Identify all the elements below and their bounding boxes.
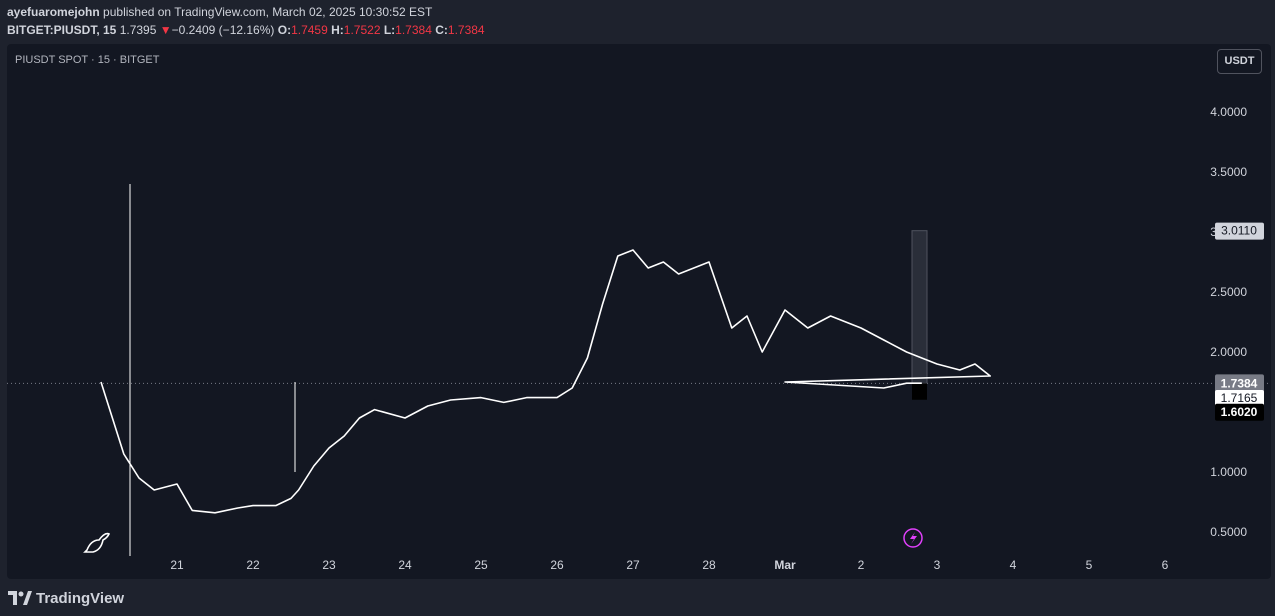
x-tick-label: 25 xyxy=(474,558,488,572)
x-tick-label: 5 xyxy=(1086,558,1093,572)
x-tick-label: 23 xyxy=(322,558,336,572)
close-label: C: xyxy=(435,23,448,37)
lightning-icon xyxy=(903,528,923,548)
range-shade-low xyxy=(912,383,927,400)
dino-icon xyxy=(83,532,111,553)
x-tick-label: 27 xyxy=(626,558,640,572)
x-tick-label: 2 xyxy=(858,558,865,572)
footer: TradingView xyxy=(0,580,1275,616)
price-chart[interactable]: 4.00003.50003.00002.50002.00001.00000.50… xyxy=(7,44,1271,579)
x-tick-label: 4 xyxy=(1010,558,1017,572)
price-label-top: 3.0110 xyxy=(1221,224,1257,238)
x-tick-label: 24 xyxy=(398,558,412,572)
open-label: O: xyxy=(277,23,292,37)
y-tick-label: 2.5000 xyxy=(1210,285,1247,299)
high-label: H: xyxy=(331,23,344,37)
chart-pane[interactable]: 4.00003.50003.00002.50002.00001.00000.50… xyxy=(7,44,1271,579)
price-label-low: 1.6020 xyxy=(1221,405,1258,419)
price-label-mid-bg xyxy=(1215,390,1264,408)
y-tick-label: 2.0000 xyxy=(1210,345,1247,359)
x-tick-label: 6 xyxy=(1162,558,1169,572)
price-label-current: 1.7384 xyxy=(1221,376,1258,390)
currency-button[interactable]: USDT xyxy=(1217,49,1262,74)
low-value: 1.7384 xyxy=(395,23,432,37)
price-label-mid: 1.7165 xyxy=(1221,391,1258,405)
range-shade xyxy=(911,230,928,384)
high-value: 1.7522 xyxy=(343,23,381,37)
x-tick-label: 3 xyxy=(934,558,941,572)
x-tick-label: 21 xyxy=(170,558,184,572)
published-text: published on TradingView.com, March 02, … xyxy=(103,5,433,19)
price-label-low-bg xyxy=(1215,403,1264,421)
y-tick-label: 0.5000 xyxy=(1210,525,1247,539)
header: ayefuaromejohn published on TradingView.… xyxy=(0,0,1275,44)
last-price: 1.7395 xyxy=(119,23,157,37)
tradingview-logo-icon xyxy=(8,591,32,605)
price-change: −0.2409 (−12.16%) xyxy=(171,23,275,37)
chart-title: PIUSDT SPOT · 15 · BITGET xyxy=(15,54,160,66)
price-series-line xyxy=(100,249,991,514)
publish-line: ayefuaromejohn published on TradingView.… xyxy=(7,5,432,19)
close-value: 1.7384 xyxy=(447,23,485,37)
y-tick-label: 4.0000 xyxy=(1210,105,1247,119)
x-tick-label: 22 xyxy=(246,558,260,572)
open-value: 1.7459 xyxy=(291,23,328,37)
x-tick-label: 28 xyxy=(702,558,716,572)
low-label: L: xyxy=(383,23,396,37)
down-arrow-icon: ▼ xyxy=(159,23,172,37)
x-tick-label: 26 xyxy=(550,558,564,572)
lightning-bolt-icon xyxy=(910,532,917,544)
y-tick-label: 3.5000 xyxy=(1210,165,1247,179)
tradingview-brand: TradingView xyxy=(36,589,125,607)
price-label-top-bg xyxy=(1215,222,1264,240)
symbol-interval: BITGET:PIUSDT, 15 xyxy=(7,23,117,37)
ohlc-legend: BITGET:PIUSDT, 15 1.7395 ▼−0.2409 (−12.1… xyxy=(7,23,485,37)
x-tick-label: Mar xyxy=(774,558,796,572)
tradingview-logo[interactable]: TradingView xyxy=(8,589,124,607)
y-tick-label: 1.0000 xyxy=(1210,465,1247,479)
author-name[interactable]: ayefuaromejohn xyxy=(7,5,100,19)
